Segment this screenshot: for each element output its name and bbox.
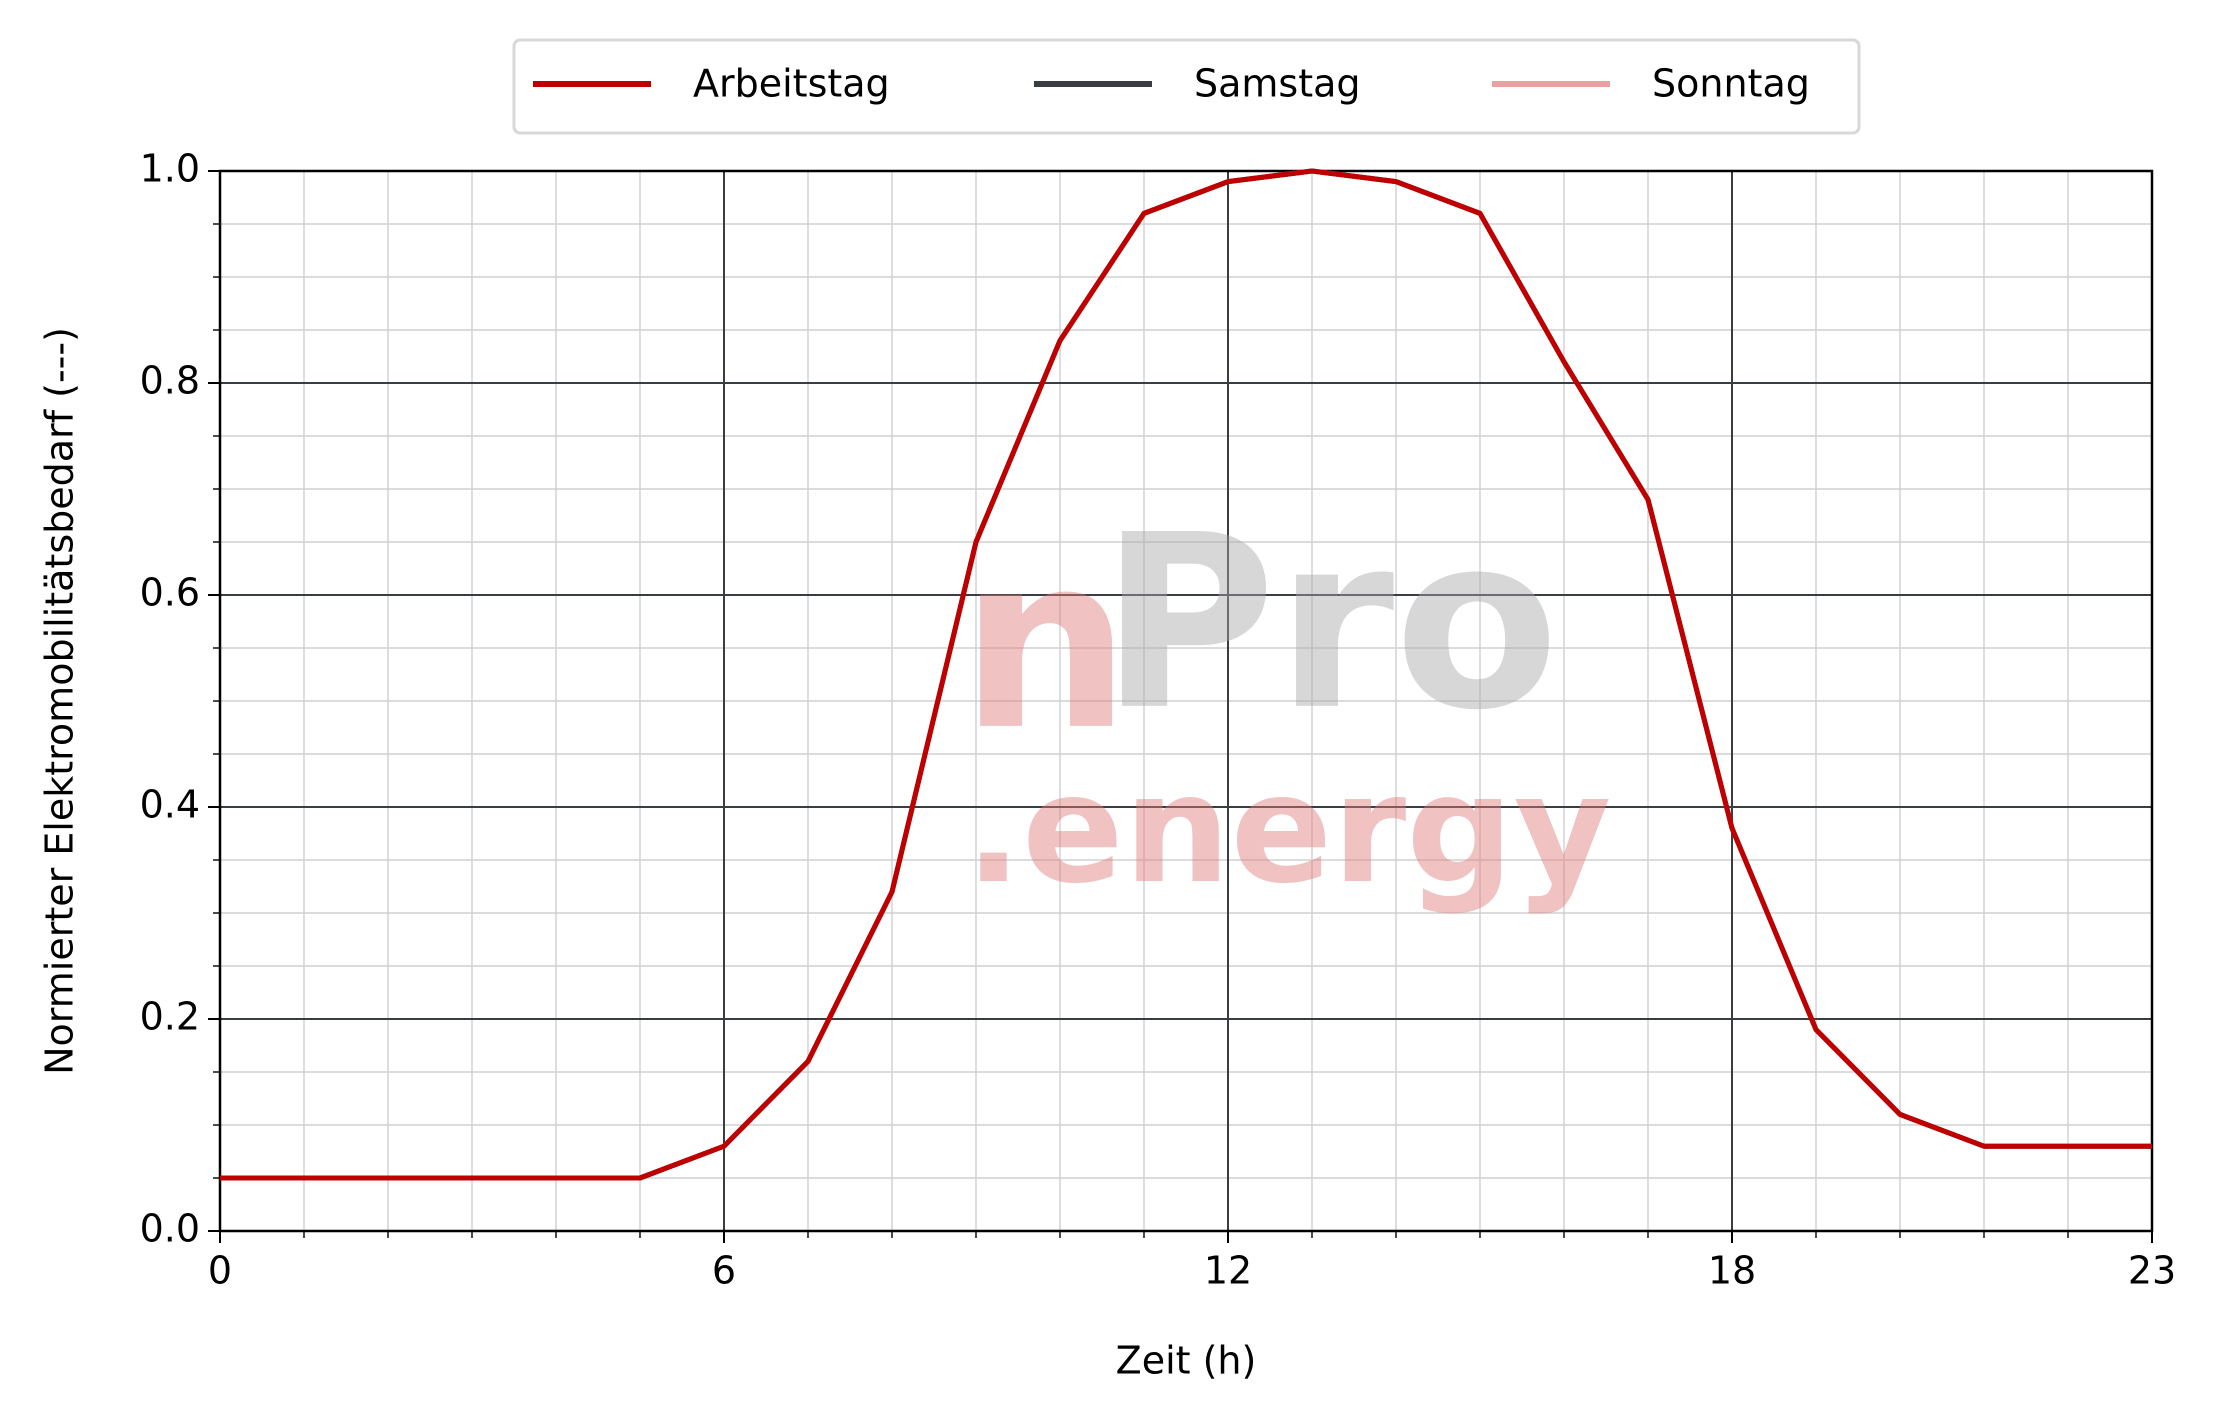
watermark-text: n [960,503,1131,783]
y-axis-label: Normierter Elektromobilitätsbedarf (---) [38,327,82,1075]
x-axis-label: Zeit (h) [1116,1339,1257,1383]
legend-label: Sonntag [1652,62,1810,106]
y-tick-label: 0.4 [140,783,200,827]
watermark-text: .energy [965,743,1611,917]
legend-label: Arbeitstag [693,62,890,106]
watermark: n Pro .energy [960,483,1611,917]
y-tick-label: 0.0 [140,1207,200,1251]
x-tick-label: 12 [1204,1249,1252,1293]
x-tick-label: 18 [1708,1249,1756,1293]
legend-label: Samstag [1194,62,1361,106]
plot-frame [218,169,2154,1233]
data-line [220,168,2152,1181]
y-tick-label: 0.8 [140,359,200,403]
x-tick-label: 0 [208,1249,232,1293]
y-tick-label: 1.0 [140,147,200,191]
legend-box [512,38,1861,135]
x-tick-label: 23 [2128,1249,2176,1293]
y-tick-label: 0.6 [140,571,200,615]
x-tick-label: 6 [712,1249,736,1293]
legend: Arbeitstag Samstag Sonntag [512,38,1861,135]
watermark-text: Pro [1100,483,1559,763]
y-tick-label: 0.2 [140,995,200,1039]
